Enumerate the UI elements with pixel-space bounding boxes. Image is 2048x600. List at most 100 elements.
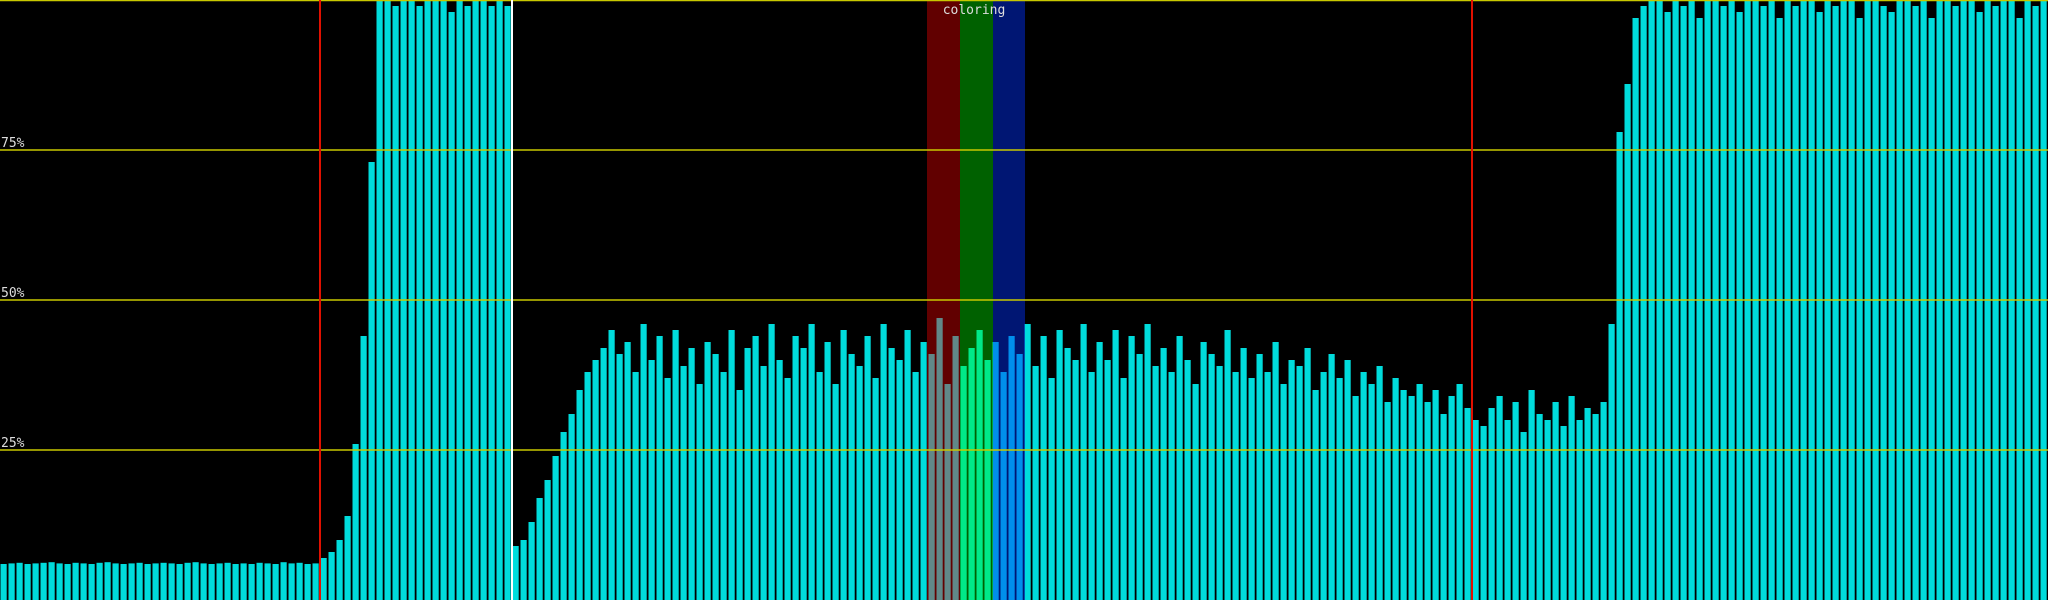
bar xyxy=(1720,6,1727,600)
bar xyxy=(864,336,871,600)
bar xyxy=(576,390,583,600)
bar xyxy=(1304,348,1311,600)
bar xyxy=(568,414,575,600)
annotation: coloring xyxy=(943,3,1006,18)
bar xyxy=(344,516,351,600)
bar xyxy=(1080,324,1087,600)
bar xyxy=(664,378,671,600)
bar xyxy=(304,564,311,600)
bar xyxy=(72,562,79,600)
bar xyxy=(416,6,423,600)
bar xyxy=(1560,426,1567,600)
bar xyxy=(1392,378,1399,600)
bar xyxy=(1240,348,1247,600)
bar xyxy=(448,12,455,600)
bar xyxy=(1448,396,1455,600)
bar xyxy=(920,342,927,600)
bar xyxy=(104,562,111,600)
bar xyxy=(1192,384,1199,600)
bar xyxy=(1176,336,1183,600)
bar xyxy=(1440,414,1447,600)
bar xyxy=(112,563,119,600)
bar xyxy=(872,378,879,600)
bar xyxy=(832,384,839,600)
bar xyxy=(248,564,255,600)
bar xyxy=(1608,324,1615,600)
bar xyxy=(1328,354,1335,600)
bar xyxy=(1456,384,1463,600)
bar xyxy=(1616,132,1623,600)
bar xyxy=(656,336,663,600)
bar xyxy=(48,562,55,600)
bar xyxy=(352,444,359,600)
y-tick-label: 25% xyxy=(1,436,25,451)
bar xyxy=(328,552,335,600)
bar xyxy=(1624,84,1631,600)
bar xyxy=(1376,366,1383,600)
bar xyxy=(880,324,887,600)
bar xyxy=(1424,402,1431,600)
bar xyxy=(1032,366,1039,600)
bar xyxy=(392,6,399,600)
bar xyxy=(1336,378,1343,600)
bar xyxy=(1144,324,1151,600)
bar xyxy=(488,6,495,600)
bar xyxy=(224,562,231,600)
bar xyxy=(1488,408,1495,600)
bar xyxy=(1464,408,1471,600)
bar xyxy=(264,563,271,600)
bar xyxy=(1104,360,1111,600)
bar xyxy=(1216,366,1223,600)
bar xyxy=(2016,18,2023,600)
bar xyxy=(144,564,151,600)
bar xyxy=(512,546,519,600)
bar xyxy=(40,562,47,600)
bar xyxy=(736,390,743,600)
bar xyxy=(160,562,167,600)
bar xyxy=(1288,360,1295,600)
bar xyxy=(704,342,711,600)
bar xyxy=(592,360,599,600)
bar xyxy=(128,563,135,600)
bar xyxy=(544,480,551,600)
bar xyxy=(936,318,943,600)
bar xyxy=(1016,354,1023,600)
bar xyxy=(1056,330,1063,600)
bar xyxy=(1160,348,1167,600)
bar xyxy=(1512,402,1519,600)
bar xyxy=(136,562,143,600)
bar xyxy=(720,372,727,600)
bar xyxy=(1856,18,1863,600)
bar xyxy=(504,6,511,600)
bar xyxy=(1280,384,1287,600)
bar xyxy=(320,558,327,600)
bar xyxy=(1272,342,1279,600)
bar xyxy=(280,562,287,600)
bar xyxy=(32,563,39,600)
bar xyxy=(520,540,527,600)
bar xyxy=(2032,6,2039,600)
bar xyxy=(1632,18,1639,600)
bar xyxy=(1736,12,1743,600)
bar xyxy=(1952,6,1959,600)
bar xyxy=(24,564,31,600)
bar xyxy=(1592,414,1599,600)
bar xyxy=(1536,414,1543,600)
bar xyxy=(992,342,999,600)
bar xyxy=(960,366,967,600)
bar xyxy=(1552,402,1559,600)
bar xyxy=(1416,384,1423,600)
bar xyxy=(856,366,863,600)
bar xyxy=(1584,408,1591,600)
bar xyxy=(728,330,735,600)
bar xyxy=(888,348,895,600)
bar xyxy=(1496,396,1503,600)
bar xyxy=(1600,402,1607,600)
bar xyxy=(1184,360,1191,600)
bar xyxy=(80,563,87,600)
bar xyxy=(1296,366,1303,600)
bar xyxy=(784,378,791,600)
bar xyxy=(88,564,95,600)
bar xyxy=(632,372,639,600)
bar xyxy=(1480,426,1487,600)
